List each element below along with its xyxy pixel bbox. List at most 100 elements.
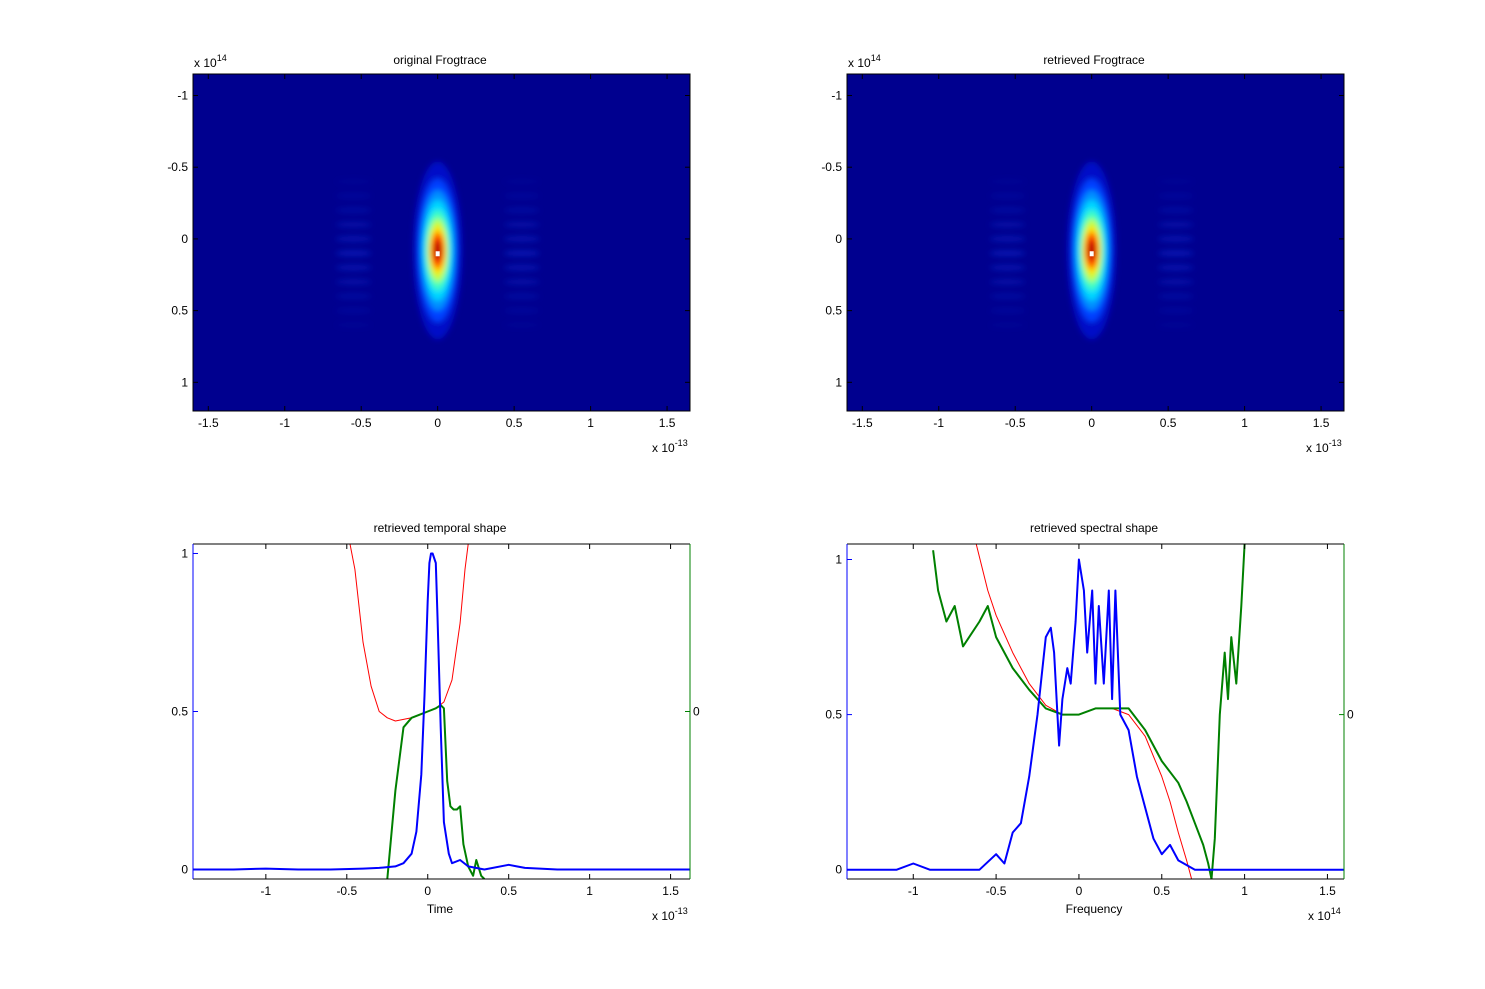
axes-frame bbox=[192, 73, 691, 412]
x-tick-label: 1.5 bbox=[1313, 416, 1330, 430]
x-tick-label: 1.5 bbox=[1319, 884, 1336, 898]
x-tick-label: 0 bbox=[1088, 416, 1095, 430]
plot-background bbox=[847, 544, 1344, 879]
right-tick-label: 0 bbox=[1347, 708, 1354, 722]
side-lobe bbox=[503, 278, 541, 285]
heatmap-layers bbox=[989, 161, 1195, 340]
y-tick-label: 0 bbox=[835, 863, 842, 877]
line-plot-area: -1 -0.5 0 0.5 1 1.5 0 0.5 1 0 bbox=[171, 543, 700, 898]
y-tick-label: 1 bbox=[835, 553, 842, 567]
intensity-series-line bbox=[193, 552, 690, 871]
y-tick-label: 0.5 bbox=[825, 304, 842, 318]
side-lobe bbox=[335, 307, 372, 314]
side-lobe bbox=[1157, 307, 1195, 314]
side-lobe bbox=[1157, 293, 1195, 300]
side-lobe bbox=[503, 321, 541, 328]
intensity-contour bbox=[434, 240, 442, 261]
y-tick-label: 1 bbox=[181, 375, 188, 389]
side-lobe bbox=[503, 235, 541, 242]
side-lobe bbox=[1157, 192, 1195, 199]
x-tick-label: -1.5 bbox=[198, 416, 219, 430]
side-lobe bbox=[989, 207, 1026, 214]
chart-title: original Frogtrace bbox=[393, 53, 487, 67]
y-tick-label: -1 bbox=[831, 89, 842, 103]
side-lobe bbox=[335, 192, 372, 199]
x-tick-label: 0 bbox=[434, 416, 441, 430]
side-lobe bbox=[503, 207, 541, 214]
side-lobes bbox=[989, 178, 1195, 328]
panel-original-frogtrace: original Frogtrace x 1014 -1.5 -1 -0.5 0 0.5… bbox=[167, 53, 691, 455]
side-lobe bbox=[503, 264, 541, 271]
side-lobe bbox=[989, 264, 1026, 271]
axis-ticks: -1.5 -1 -0.5 0 0.5 1 1.5 -1 -0.5 0 0.5 1 bbox=[167, 74, 690, 430]
x-tick-label: 1 bbox=[587, 416, 594, 430]
y-tick-label: 0 bbox=[181, 232, 188, 246]
side-lobe bbox=[503, 192, 541, 199]
x-tick-label: 1 bbox=[586, 884, 593, 898]
side-lobe bbox=[335, 293, 372, 300]
x-tick-label: -1 bbox=[279, 416, 290, 430]
central-peak bbox=[1067, 161, 1117, 340]
x-tick-label: -1 bbox=[261, 884, 272, 898]
x-tick-label: 1.5 bbox=[662, 884, 679, 898]
panel-spectral-shape: retrieved spectral shape -1 -0.5 0 0.5 1 1.5 0… bbox=[825, 521, 1354, 923]
side-lobe bbox=[1157, 250, 1195, 257]
side-lobe bbox=[1157, 264, 1195, 271]
side-lobes bbox=[335, 178, 541, 328]
x-tick-label: 0.5 bbox=[1153, 884, 1170, 898]
x-tick-label: -1.5 bbox=[852, 416, 873, 430]
x-exponent: x 10-13 bbox=[1306, 438, 1342, 455]
side-lobe bbox=[1157, 278, 1195, 285]
x-tick-label: 1.5 bbox=[659, 416, 676, 430]
line-plot-area: -1 -0.5 0 0.5 1 1.5 0 0.5 1 0 bbox=[825, 543, 1354, 898]
side-lobe bbox=[989, 307, 1026, 314]
side-lobe bbox=[1157, 235, 1195, 242]
x-exponent: x 1014 bbox=[1308, 906, 1341, 923]
side-lobe bbox=[503, 250, 541, 257]
phase-series-line bbox=[386, 704, 486, 879]
intensity-contour bbox=[1088, 240, 1096, 261]
x-tick-label: -0.5 bbox=[336, 884, 357, 898]
y-tick-label: -0.5 bbox=[821, 160, 842, 174]
intensity-series-line bbox=[847, 558, 1344, 871]
x-tick-label: 0 bbox=[1076, 884, 1083, 898]
side-lobe bbox=[335, 278, 372, 285]
x-tick-label: 0.5 bbox=[506, 416, 523, 430]
x-exponent: x 10-13 bbox=[652, 906, 688, 923]
side-lobe bbox=[503, 293, 541, 300]
side-lobe bbox=[989, 293, 1026, 300]
peak-marker bbox=[1089, 251, 1094, 257]
side-lobe bbox=[989, 250, 1026, 257]
side-lobe bbox=[335, 250, 372, 257]
x-tick-label: -0.5 bbox=[351, 416, 372, 430]
side-lobe bbox=[335, 321, 372, 328]
x-exponent: x 10-13 bbox=[652, 438, 688, 455]
phase-series-line bbox=[932, 544, 1246, 879]
right-tick-label: 0 bbox=[693, 705, 700, 719]
x-tick-label: 0.5 bbox=[500, 884, 517, 898]
x-axis-label: Time bbox=[427, 902, 454, 916]
side-lobe bbox=[989, 321, 1026, 328]
y-tick-label: 1 bbox=[835, 375, 842, 389]
side-lobe bbox=[503, 178, 541, 185]
central-peak bbox=[413, 161, 463, 340]
side-lobe bbox=[335, 264, 372, 271]
x-axis-label: Frequency bbox=[1066, 902, 1123, 916]
panel-temporal-shape: retrieved temporal shape -1 -0.5 0 0.5 1 1.5 0… bbox=[171, 521, 700, 923]
side-lobe bbox=[989, 221, 1026, 228]
peak-marker bbox=[435, 251, 440, 257]
chart-title: retrieved temporal shape bbox=[374, 521, 507, 535]
series-group bbox=[193, 544, 690, 879]
heatmap-layers bbox=[335, 161, 541, 340]
x-tick-label: 1 bbox=[1241, 884, 1248, 898]
x-tick-label: -0.5 bbox=[986, 884, 1007, 898]
side-lobe bbox=[335, 207, 372, 214]
side-lobe bbox=[503, 307, 541, 314]
y-tick-label: 0.5 bbox=[171, 304, 188, 318]
panel-retrieved-frogtrace: retrieved Frogtrace x 1014 -1.5 -1 -0.5 0 0.… bbox=[821, 53, 1345, 455]
chart-title: retrieved Frogtrace bbox=[1043, 53, 1145, 67]
side-lobe bbox=[1157, 321, 1195, 328]
x-tick-label: -0.5 bbox=[1005, 416, 1026, 430]
plot-background bbox=[193, 544, 690, 879]
